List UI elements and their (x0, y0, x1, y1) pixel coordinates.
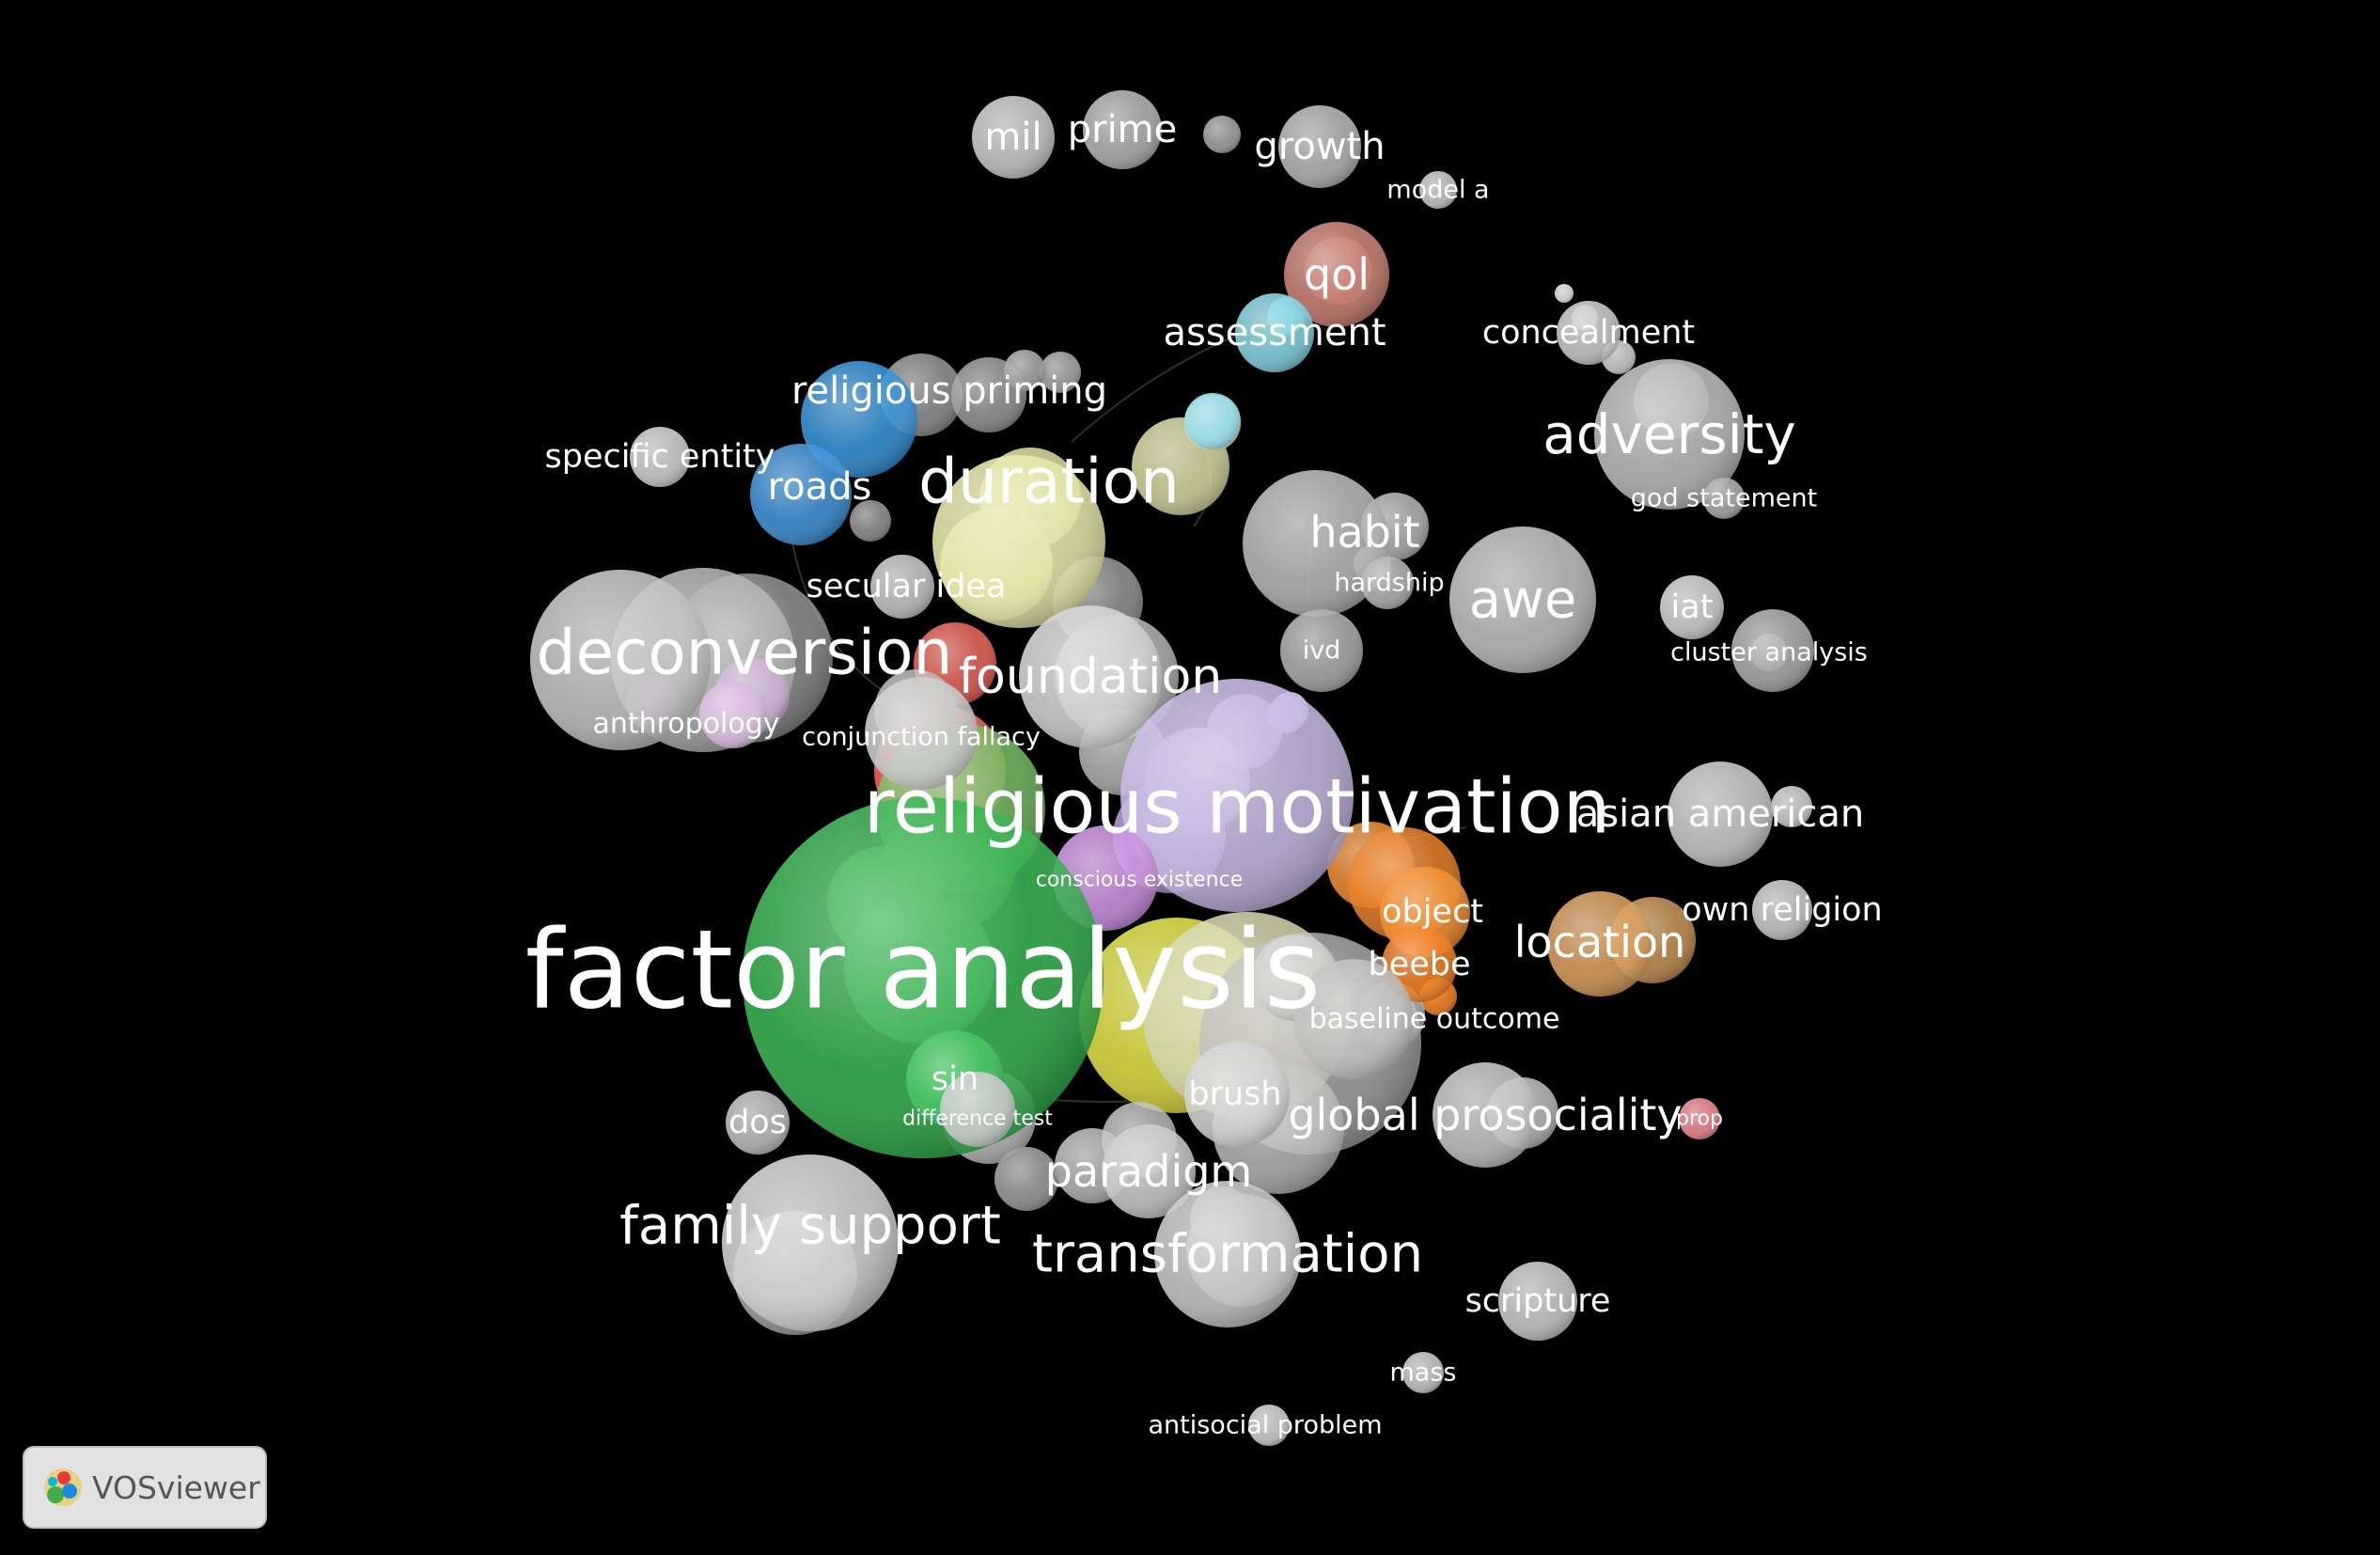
node-deconversion-shading (530, 570, 711, 750)
node-global-prosociality-shading (1433, 1062, 1538, 1168)
node-hardship-shading (1361, 557, 1414, 609)
cluster-bubble-shading (1004, 350, 1045, 391)
node-antisocial-problem-shading (1248, 1405, 1290, 1446)
label-deconversion[interactable]: deconversion (537, 617, 953, 689)
label-foundation[interactable]: foundation (959, 649, 1223, 705)
label-prop[interactable]: prop (1676, 1107, 1723, 1131)
label-roads[interactable]: roads (768, 465, 872, 509)
node-foundation-shading (1019, 605, 1162, 748)
label-antisocial-problem[interactable]: antisocial problem (1148, 1411, 1382, 1440)
label-difference-test[interactable]: difference test (902, 1107, 1053, 1131)
label-factor-analysis[interactable]: factor analysis (525, 907, 1321, 1034)
node-mil-shading (972, 96, 1055, 179)
node-location-shading (1547, 891, 1652, 997)
node-conjunction-fallacy-shading (865, 677, 978, 790)
node-growth-shading (1278, 105, 1361, 188)
node-god-statement-shading (1703, 478, 1745, 519)
node-secular-idea-shading (870, 555, 934, 619)
label-own-religion[interactable]: own religion (1682, 891, 1883, 929)
label-family-support[interactable]: family support (619, 1196, 1001, 1257)
node-qol-shading (1284, 222, 1389, 327)
cluster-bubble-shading (850, 500, 891, 542)
label-iat[interactable]: iat (1671, 589, 1714, 626)
node-brush-shading (1184, 1042, 1290, 1147)
label-assessment[interactable]: assessment (1163, 311, 1386, 354)
node-prop-shading (1679, 1098, 1720, 1139)
node-difference-test-shading (940, 1072, 1015, 1147)
node-family-support-shading (722, 1154, 899, 1331)
label-sin[interactable]: sin (932, 1060, 979, 1098)
cluster-bubble-shading (1184, 393, 1241, 449)
label-mil[interactable]: mil (984, 116, 1041, 159)
label-scripture[interactable]: scripture (1465, 1282, 1611, 1320)
node-ivd-shading (1280, 609, 1363, 692)
node-cluster-analysis-shading (1731, 609, 1814, 692)
label-prime[interactable]: prime (1068, 108, 1178, 151)
label-conjunction-fallacy[interactable]: conjunction fallacy (802, 723, 1041, 752)
label-anthropology[interactable]: anthropology (592, 708, 779, 741)
node-model-a-shading (1419, 171, 1457, 209)
node-religious-priming-shading (801, 361, 917, 478)
label-asian-american[interactable]: asian american (1576, 793, 1865, 836)
label-religious-motivation[interactable]: religious motivation (864, 763, 1611, 851)
label-concealment[interactable]: concealment (1482, 314, 1695, 352)
label-ivd[interactable]: ivd (1303, 636, 1341, 666)
node-adversity-shading (1594, 359, 1745, 510)
label-cluster-analysis[interactable]: cluster analysis (1670, 638, 1868, 668)
node-baseline-outcome-shading (1293, 959, 1414, 1079)
label-secular-idea[interactable]: secular idea (806, 568, 1007, 605)
node-roads-shading (750, 444, 852, 545)
label-baseline-outcome[interactable]: baseline outcome (1309, 1003, 1560, 1036)
label-beebe[interactable]: beebe (1368, 946, 1470, 983)
cluster-bubble-shading (994, 1147, 1058, 1211)
node-assessment-shading (1235, 293, 1314, 372)
node-habit-shading (1243, 470, 1389, 617)
label-habit[interactable]: habit (1309, 507, 1419, 558)
node-scripture-shading (1498, 1262, 1577, 1341)
node-religious-motivation-shading (1120, 679, 1354, 912)
node-anthropology-shading (699, 681, 767, 748)
label-brush[interactable]: brush (1188, 1076, 1281, 1113)
node-iat-shading (1660, 575, 1724, 639)
node-small1-shading (1203, 116, 1241, 153)
label-dos[interactable]: dos (728, 1104, 787, 1141)
label-qol[interactable]: qol (1304, 249, 1370, 300)
vosviewer-logo-icon (44, 1469, 82, 1506)
label-object[interactable]: object (1382, 893, 1483, 931)
node-concealment-shading (1557, 301, 1621, 365)
label-god-statement[interactable]: god statement (1631, 484, 1817, 513)
node-asian-american-shading (1668, 762, 1773, 867)
node-prime-shading (1083, 90, 1162, 169)
node-transformation-shading (1154, 1181, 1301, 1327)
label-transformation[interactable]: transformation (1032, 1224, 1423, 1285)
label-mass[interactable]: mass (1390, 1359, 1457, 1388)
node-factor-analysis-shading (743, 797, 1104, 1158)
label-location[interactable]: location (1514, 917, 1686, 967)
node-mass-shading (1402, 1352, 1444, 1393)
label-global-prosociality[interactable]: global prosociality (1288, 1090, 1682, 1140)
label-awe[interactable]: awe (1469, 570, 1577, 631)
label-religious-priming[interactable]: religious priming (791, 369, 1107, 413)
label-conscious-existence[interactable]: conscious existence (1036, 869, 1244, 892)
node-awe-shading (1449, 526, 1596, 673)
vosviewer-brand-label: VOSviewer (92, 1469, 260, 1506)
cluster-bubble-shading (1771, 786, 1812, 827)
label-model-a[interactable]: model a (1386, 176, 1489, 205)
label-hardship[interactable]: hardship (1334, 569, 1444, 598)
label-adversity[interactable]: adversity (1542, 402, 1796, 466)
node-paradigm-shading (1102, 1124, 1196, 1218)
node-specific-entity-shading (630, 427, 690, 487)
label-duration[interactable]: duration (918, 446, 1180, 518)
label-specific-entity[interactable]: specific entity (545, 438, 775, 476)
vosviewer-badge[interactable]: VOSviewer (23, 1446, 267, 1529)
node-dos-shading (726, 1091, 790, 1154)
label-paradigm[interactable]: paradigm (1045, 1146, 1252, 1197)
node-duration-shading (932, 455, 1105, 628)
cluster-bubble-shading (1555, 284, 1574, 303)
node-own-religion-shading (1752, 880, 1812, 940)
label-growth[interactable]: growth (1254, 125, 1385, 168)
cluster-bubble-shading (1040, 352, 1081, 393)
